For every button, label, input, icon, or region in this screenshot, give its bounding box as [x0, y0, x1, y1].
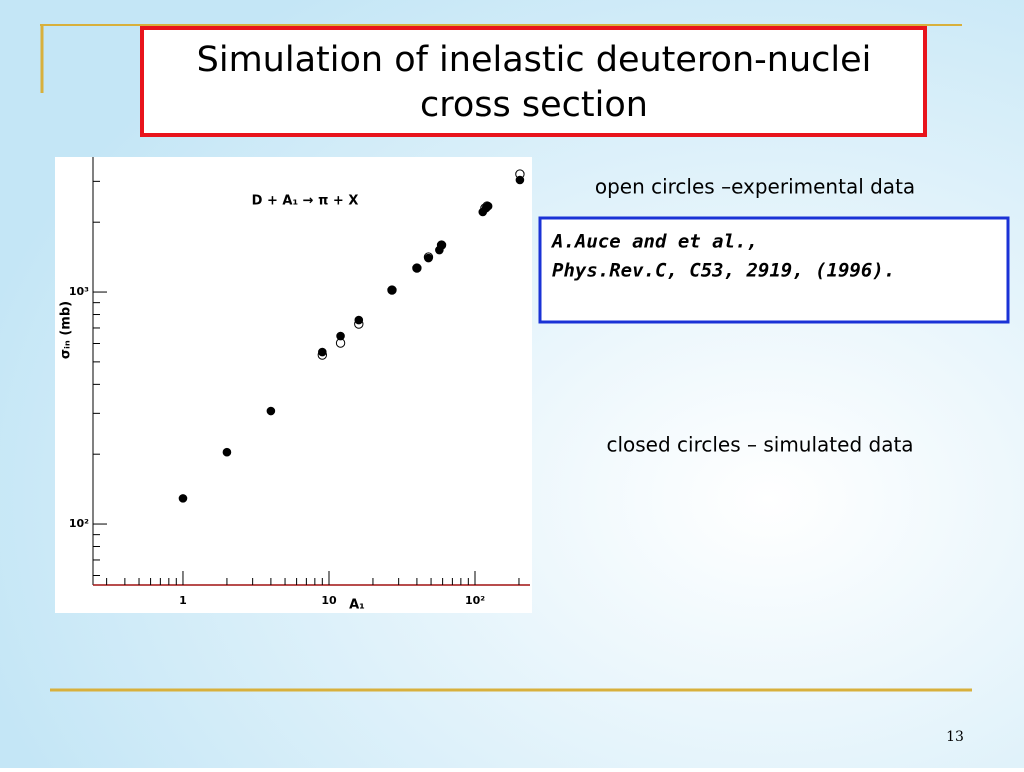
slide-title: Simulation of inelastic deuteron-nuclei: [197, 40, 872, 80]
experimental-point: [423, 252, 434, 262]
title-box: [140, 26, 927, 137]
experimental-point: [387, 285, 397, 295]
note: open circles –experimental data: [595, 175, 915, 199]
slide-title: cross section: [420, 85, 648, 125]
note: closed circles – simulated data: [606, 433, 913, 457]
chart-area: [55, 157, 532, 613]
simulated-point: [266, 406, 276, 416]
experimental-point: [354, 319, 364, 329]
simulated-point: [336, 331, 345, 341]
simulated-point: [178, 494, 188, 503]
experimental-point: [412, 263, 422, 273]
x-tick-label: 10: [321, 594, 337, 607]
y-tick-label: 10²: [69, 517, 89, 530]
x-tick-label: 10²: [465, 594, 485, 607]
reference-box: [538, 216, 1010, 324]
chart-title: D + A₁ → π + X: [252, 194, 359, 209]
y-tick-label: 10³: [69, 285, 89, 298]
experimental-point: [317, 350, 328, 360]
reference: Phys.Rev.C, C53, 2919, (1996).: [552, 260, 895, 282]
x-axis-label: A₁: [349, 598, 365, 613]
reference: A.Auce and et al.,: [550, 231, 758, 253]
simulated-point: [222, 447, 232, 457]
experimental-point: [515, 169, 525, 179]
simulated-point: [318, 347, 327, 357]
experimental-point: [335, 338, 346, 348]
y-axis-label: σᵢₙ (mb): [59, 301, 74, 359]
experimental-point: [482, 201, 492, 211]
page-number: 13: [946, 729, 964, 745]
experimental-point: [480, 203, 490, 213]
x-tick-label: 1: [179, 594, 187, 607]
experimental-point: [436, 240, 447, 250]
